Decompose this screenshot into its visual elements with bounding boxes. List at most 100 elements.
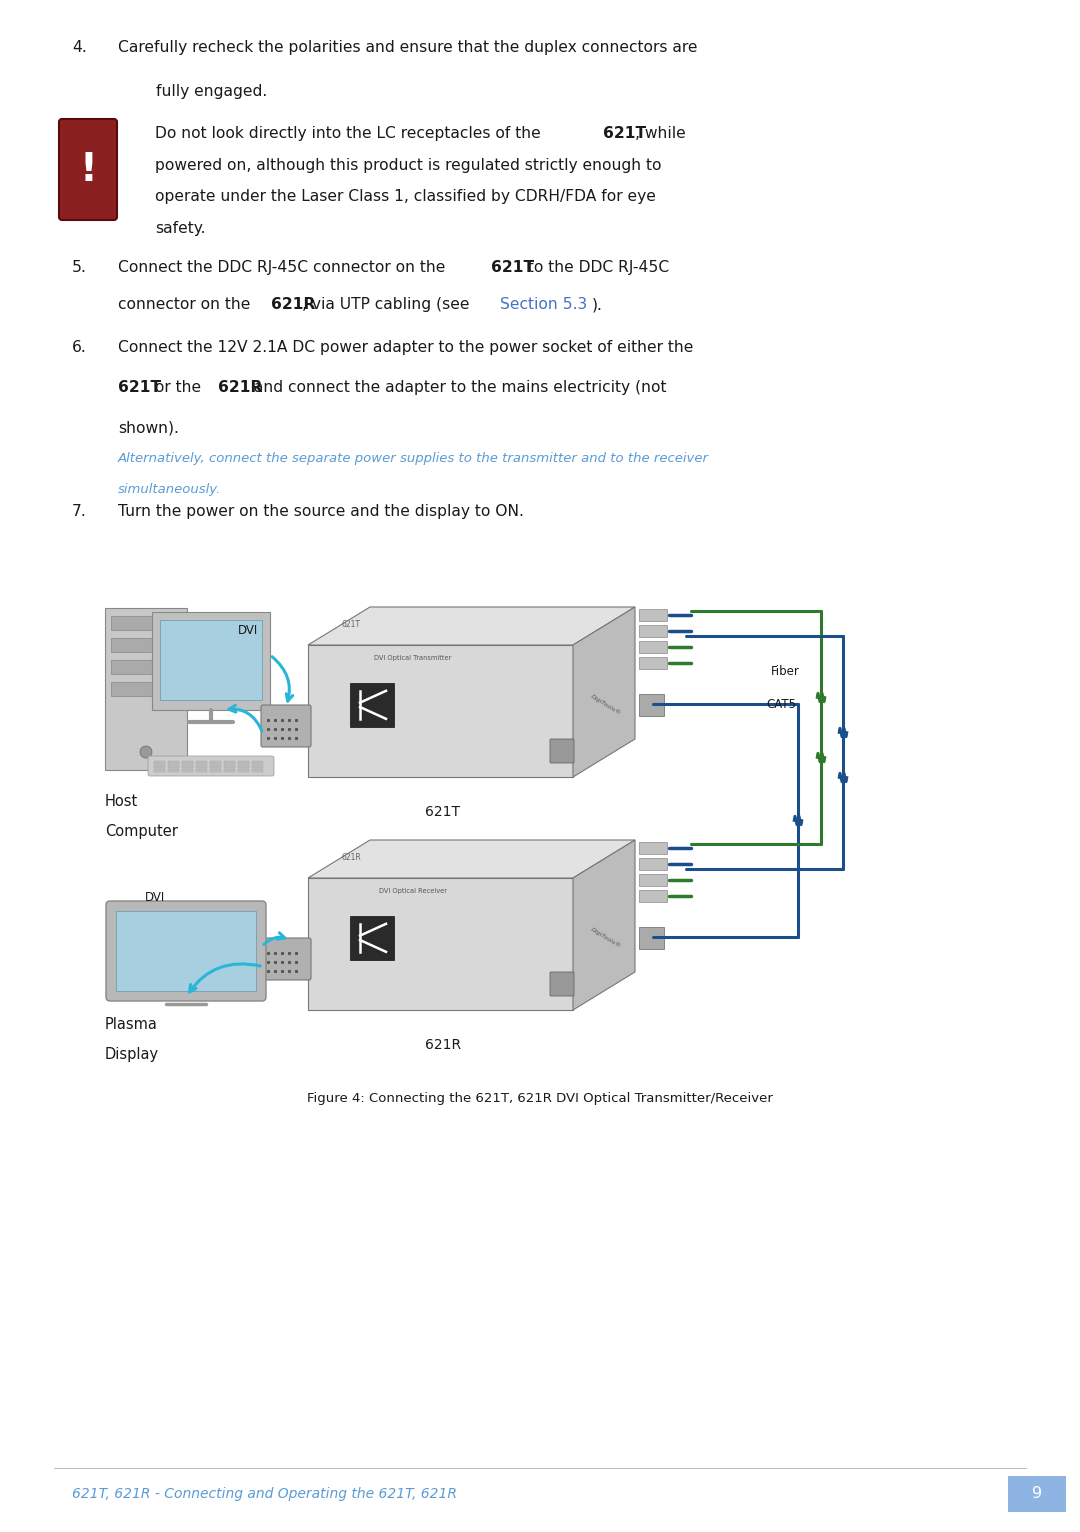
Text: , while: , while xyxy=(635,126,685,141)
Text: DVI: DVI xyxy=(145,892,165,904)
Bar xyxy=(639,694,664,715)
Bar xyxy=(210,764,221,768)
Bar xyxy=(252,764,264,768)
Text: 6.: 6. xyxy=(72,340,86,355)
Text: CAT5: CAT5 xyxy=(766,697,796,711)
Text: simultaneously.: simultaneously. xyxy=(118,483,221,496)
Text: Plasma: Plasma xyxy=(105,1017,158,1033)
Text: 621T: 621T xyxy=(491,260,535,276)
FancyBboxPatch shape xyxy=(106,901,266,1000)
Text: 9: 9 xyxy=(1031,1486,1042,1501)
Text: ).: ). xyxy=(592,297,603,313)
FancyBboxPatch shape xyxy=(550,738,573,763)
Bar xyxy=(350,683,394,726)
FancyBboxPatch shape xyxy=(550,971,573,996)
Bar xyxy=(252,761,264,764)
Bar xyxy=(195,761,207,764)
Bar xyxy=(195,764,207,768)
Text: DigiTools®: DigiTools® xyxy=(590,692,622,715)
Text: or the: or the xyxy=(149,380,205,395)
Text: 621R: 621R xyxy=(218,380,262,395)
Bar xyxy=(168,764,179,768)
Bar xyxy=(183,761,193,764)
Text: 621T, 621R - Connecting and Operating the 621T, 621R: 621T, 621R - Connecting and Operating th… xyxy=(72,1488,457,1501)
Bar xyxy=(224,769,235,772)
Text: Display: Display xyxy=(105,1046,159,1062)
Text: to the DDC RJ-45C: to the DDC RJ-45C xyxy=(523,260,670,276)
FancyBboxPatch shape xyxy=(261,705,311,748)
Bar xyxy=(154,761,165,764)
Circle shape xyxy=(140,746,152,758)
Bar xyxy=(183,764,193,768)
Bar xyxy=(639,927,664,948)
Text: 621T: 621T xyxy=(603,126,646,141)
Bar xyxy=(238,764,249,768)
Bar xyxy=(639,873,667,885)
Bar xyxy=(210,769,221,772)
Text: , via UTP cabling (see: , via UTP cabling (see xyxy=(302,297,474,313)
Text: Fiber: Fiber xyxy=(771,665,800,679)
Bar xyxy=(1008,1475,1066,1512)
Bar xyxy=(111,660,181,674)
Bar xyxy=(105,608,187,771)
Text: fully engaged.: fully engaged. xyxy=(156,84,267,100)
FancyBboxPatch shape xyxy=(59,119,117,221)
Text: Host: Host xyxy=(105,794,138,809)
Text: 621T: 621T xyxy=(426,804,460,820)
Text: Computer: Computer xyxy=(105,824,178,840)
Text: Section 5.3: Section 5.3 xyxy=(499,297,586,313)
Text: 621T: 621T xyxy=(341,619,361,628)
Text: 4.: 4. xyxy=(72,40,86,55)
Text: 7.: 7. xyxy=(72,504,86,519)
Text: 621R: 621R xyxy=(426,1039,461,1052)
Text: 621R: 621R xyxy=(341,853,362,861)
Bar xyxy=(639,657,667,669)
Polygon shape xyxy=(308,645,573,777)
Text: shown).: shown). xyxy=(118,420,179,435)
Bar xyxy=(639,625,667,637)
Bar xyxy=(116,912,256,991)
Bar xyxy=(252,769,264,772)
Bar xyxy=(154,764,165,768)
Text: Alternatively, connect the separate power supplies to the transmitter and to the: Alternatively, connect the separate powe… xyxy=(118,452,708,466)
Bar xyxy=(639,890,667,902)
Polygon shape xyxy=(308,607,635,645)
Text: DVI Optical Receiver: DVI Optical Receiver xyxy=(379,889,447,895)
Polygon shape xyxy=(308,840,635,878)
Polygon shape xyxy=(573,840,635,1010)
Bar xyxy=(639,858,667,870)
Text: DigiTools®: DigiTools® xyxy=(590,925,622,948)
Bar xyxy=(238,769,249,772)
Bar xyxy=(154,769,165,772)
Bar xyxy=(224,761,235,764)
Text: operate under the Laser Class 1, classified by CDRH/FDA for eye: operate under the Laser Class 1, classif… xyxy=(156,188,656,204)
Bar xyxy=(224,764,235,768)
Text: and connect the adapter to the mains electricity (not: and connect the adapter to the mains ele… xyxy=(249,380,667,395)
FancyBboxPatch shape xyxy=(148,755,274,777)
FancyBboxPatch shape xyxy=(261,938,311,980)
Bar xyxy=(195,769,207,772)
Polygon shape xyxy=(573,607,635,777)
Text: 5.: 5. xyxy=(72,260,86,276)
Bar xyxy=(152,611,270,709)
Text: !: ! xyxy=(79,150,97,188)
Bar xyxy=(111,637,181,653)
Text: Figure 4: Connecting the 621T, 621R DVI Optical Transmitter/Receiver: Figure 4: Connecting the 621T, 621R DVI … xyxy=(307,1092,773,1105)
Bar xyxy=(168,761,179,764)
Bar xyxy=(183,769,193,772)
Text: Connect the DDC RJ-45C connector on the: Connect the DDC RJ-45C connector on the xyxy=(118,260,450,276)
Text: connector on the: connector on the xyxy=(118,297,255,313)
Bar xyxy=(350,916,394,961)
Text: safety.: safety. xyxy=(156,221,205,236)
Bar xyxy=(111,616,181,630)
Bar xyxy=(639,610,667,620)
Text: 621T: 621T xyxy=(118,380,161,395)
Text: Connect the 12V 2.1A DC power adapter to the power socket of either the: Connect the 12V 2.1A DC power adapter to… xyxy=(118,340,693,355)
Text: DVI Optical Transmitter: DVI Optical Transmitter xyxy=(375,656,451,660)
Bar xyxy=(111,682,181,696)
Text: powered on, although this product is regulated strictly enough to: powered on, although this product is reg… xyxy=(156,158,661,173)
Bar xyxy=(168,769,179,772)
Bar xyxy=(639,843,667,853)
Text: Carefully recheck the polarities and ensure that the duplex connectors are: Carefully recheck the polarities and ens… xyxy=(118,40,698,55)
Text: 621R: 621R xyxy=(270,297,315,313)
